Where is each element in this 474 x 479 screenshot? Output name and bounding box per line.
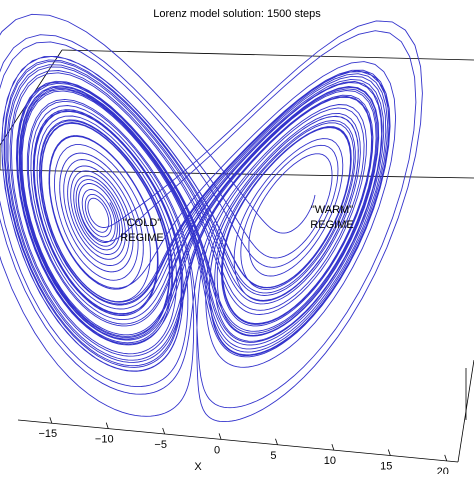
x-tick-label: 10 — [324, 455, 336, 467]
x-tick-mark — [331, 444, 335, 451]
x-tick-label: −5 — [154, 439, 167, 451]
x-ticks: −15 −10 −5 0 5 10 15 20 — [39, 417, 449, 478]
x-tick-label: 5 — [270, 450, 276, 462]
annotations: "COLD" REGIME "WARM" REGIME — [120, 204, 353, 244]
box-edge-top-back — [61, 49, 474, 61]
x-tick-mark — [275, 438, 278, 445]
x-tick-label: −15 — [39, 428, 58, 440]
x-tick-mark — [387, 449, 391, 456]
x-tick-mark — [162, 427, 166, 435]
chart-title: Lorenz model solution: 1500 steps — [153, 8, 321, 20]
x-tick-label: 20 — [437, 466, 449, 474]
cold-regime-label: "COLD" — [123, 217, 161, 229]
x-tick-mark — [49, 417, 53, 424]
x-tick-label: 15 — [380, 461, 392, 473]
x-tick-mark — [444, 454, 448, 462]
trajectory-series — [0, 13, 423, 423]
x-tick-label: 0 — [214, 444, 220, 456]
trajectory-line — [0, 13, 423, 423]
warm-regime-label: REGIME — [310, 219, 353, 231]
warm-regime-label: "WARM" — [311, 204, 353, 216]
x-tick-mark — [105, 422, 109, 429]
x-axis-label: X — [194, 461, 202, 473]
x-axis-line — [17, 419, 459, 463]
cold-regime-label: REGIME — [120, 232, 163, 244]
x-tick-label: −10 — [95, 434, 114, 446]
x-tick-mark — [218, 433, 222, 440]
